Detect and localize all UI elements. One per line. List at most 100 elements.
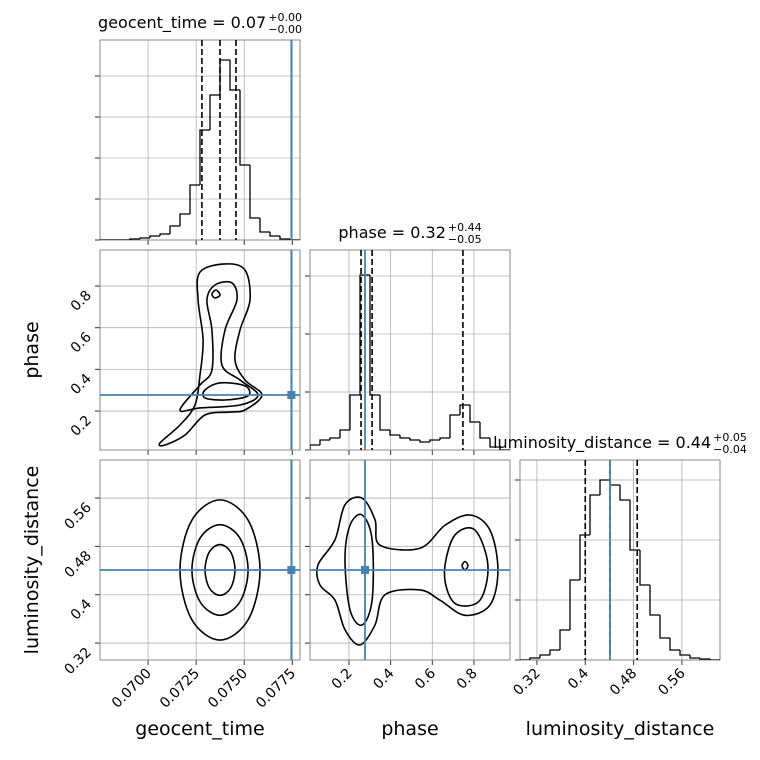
histogram-bin <box>209 94 220 130</box>
y-tick-label: 0.56 <box>61 500 94 533</box>
panel-frame <box>99 249 301 451</box>
histogram-bin <box>609 480 620 486</box>
x-tick-label: 0.56 <box>655 665 688 698</box>
histogram-bin <box>199 129 210 185</box>
histogram-bin <box>349 394 360 430</box>
panel-frame <box>309 249 511 451</box>
y-tick-label: 0.48 <box>61 548 94 581</box>
histogram-bin <box>329 437 340 440</box>
panel: 0.0700 0.0725 0.0750 0.0775 0.32 0.4 0.48 0.56 g… <box>21 459 301 740</box>
histogram-bin <box>419 440 430 443</box>
histogram-bin <box>359 274 370 395</box>
x-tick-label: 0.0750 <box>205 666 251 712</box>
panel: 0.2 0.4 0.6 0.8 phase <box>305 459 511 740</box>
plot-area <box>100 250 300 450</box>
histogram-bin <box>399 435 410 439</box>
histogram-bin <box>229 60 240 91</box>
histogram-bin <box>709 659 720 660</box>
histogram-bin <box>549 649 560 655</box>
histogram-bin <box>699 658 710 660</box>
contour-line <box>179 280 259 413</box>
title-upper: +0.44 <box>448 221 482 234</box>
contour-line <box>202 381 251 401</box>
histogram-bin <box>479 422 490 439</box>
histogram-bin <box>439 437 450 440</box>
title-lower: −0.04 <box>713 443 747 456</box>
y-axis-label: phase <box>21 321 43 378</box>
histogram-bin <box>169 225 180 234</box>
y-axis-label: luminosity_distance <box>21 466 43 655</box>
panel-title: phase = 0.32 <box>338 223 445 242</box>
histogram-bin <box>429 439 440 442</box>
title-upper: +0.05 <box>713 431 747 444</box>
histogram-bin <box>679 650 690 656</box>
y-tick-label: 0.4 <box>68 371 95 398</box>
plot-area <box>310 250 510 450</box>
histogram-bin <box>659 615 670 639</box>
histogram-bin <box>269 232 280 237</box>
histogram-bin <box>279 236 290 240</box>
title-lower: −0.05 <box>448 233 482 246</box>
histogram-bin <box>189 184 200 214</box>
x-tick-label: 0.0725 <box>157 666 203 712</box>
histogram-bin <box>449 414 460 438</box>
histogram-bin <box>639 550 650 586</box>
y-tick-label: 0.2 <box>68 413 95 440</box>
histogram-bin <box>579 534 590 580</box>
x-tick-label: 0.0775 <box>253 666 299 712</box>
panel-frame <box>99 459 301 661</box>
histogram-bin <box>139 237 150 239</box>
histogram-bin <box>310 444 320 450</box>
x-tick-label: 0.32 <box>510 666 543 699</box>
y-tick-label: 0.8 <box>68 288 95 315</box>
histogram-bin <box>489 438 500 448</box>
histogram-bin <box>369 275 380 396</box>
histogram-bin <box>619 485 630 501</box>
histogram-bin <box>559 629 570 650</box>
contour-line <box>443 527 489 607</box>
panel-title: luminosity_distance = 0.44 <box>493 433 711 453</box>
histogram-bin <box>219 59 230 95</box>
y-tick-label: 0.4 <box>68 596 95 623</box>
histogram-bin <box>289 239 300 240</box>
histogram-bin <box>409 438 420 441</box>
histogram-bin <box>129 238 140 240</box>
histogram-bin <box>669 638 680 651</box>
x-tick-label: 0.48 <box>607 666 640 699</box>
truth-marker <box>361 565 369 574</box>
histogram-bin <box>529 657 540 660</box>
panel-frame <box>519 459 721 661</box>
y-tick-label: 0.32 <box>61 645 94 678</box>
contour-line <box>211 289 221 299</box>
x-tick-label: 0.6 <box>412 665 439 692</box>
panel: geocent_time = 0.07 +0.00−0.00 <box>95 11 302 245</box>
panel: 0.32 0.4 0.48 0.56 luminosity_distance = 0.4… <box>493 431 747 740</box>
histogram-bin <box>539 654 550 658</box>
x-tick-label: 0.2 <box>329 666 356 693</box>
truth-marker <box>287 565 296 574</box>
histogram-bin <box>179 213 190 226</box>
histogram-bin <box>649 585 660 616</box>
histogram-bin <box>339 429 350 438</box>
panel: phase = 0.32 +0.44−0.05 <box>305 221 511 455</box>
histogram-bin <box>589 494 600 535</box>
y-tick-label: 0.6 <box>68 329 95 356</box>
title-lower: −0.00 <box>268 23 302 36</box>
histogram-bin <box>149 235 160 238</box>
x-tick-label: 0.4 <box>370 665 397 692</box>
plot-area <box>310 460 510 660</box>
x-axis-label: geocent_time <box>135 718 264 740</box>
panel-frame <box>99 39 301 241</box>
histogram-bin <box>239 90 250 166</box>
panel-title: geocent_time = 0.07 <box>98 13 266 33</box>
title-upper: +0.00 <box>268 11 302 24</box>
x-tick-label: 0.0700 <box>109 666 155 712</box>
x-tick-label: 0.4 <box>565 665 592 692</box>
histogram-bin <box>389 430 400 436</box>
histogram-bin <box>569 579 580 630</box>
x-axis-label: phase <box>381 718 438 740</box>
contour-line <box>315 496 499 646</box>
x-tick-label: 0.8 <box>454 666 481 693</box>
